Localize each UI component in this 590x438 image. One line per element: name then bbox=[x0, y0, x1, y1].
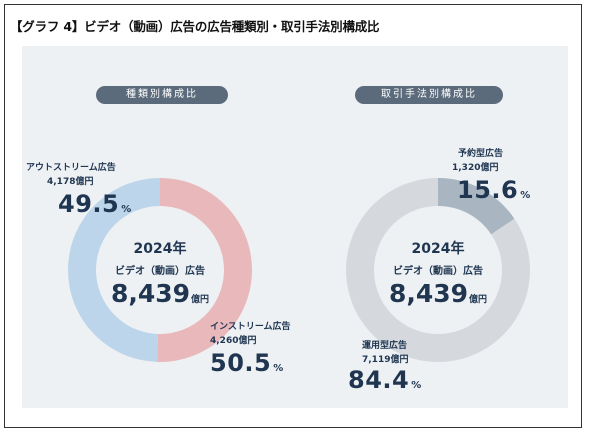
slice-pct-programmatic: 84.4% bbox=[348, 366, 422, 394]
center-label: ビデオ（動画）広告 bbox=[115, 266, 205, 277]
donut-slice-1 bbox=[346, 178, 530, 363]
chart2-title-pill: 取引手法別構成比 bbox=[355, 86, 503, 104]
center-year: 2024年 bbox=[133, 241, 187, 257]
slice-amount-reserved: 1,320億円 bbox=[452, 163, 499, 173]
slice-amount-programmatic: 7,119億円 bbox=[362, 355, 409, 365]
chart1-title-pill: 種類別構成比 bbox=[96, 86, 228, 104]
chart2-center: 2024年 ビデオ（動画）広告 8,439億円 bbox=[376, 238, 500, 308]
center-year: 2024年 bbox=[411, 241, 465, 257]
slice-pct-instream: 50.5% bbox=[210, 349, 284, 377]
slice-amount-instream: 4,260億円 bbox=[210, 336, 257, 346]
method-donut bbox=[346, 178, 530, 363]
chart1-center: 2024年 ビデオ（動画）広告 8,439億円 bbox=[98, 238, 222, 308]
donut-slice-0 bbox=[438, 178, 515, 235]
center-total: 8,439億円 bbox=[110, 279, 210, 308]
slice-pct-outstream: 49.5% bbox=[58, 190, 132, 218]
slice-label-programmatic: 運用型広告 bbox=[362, 341, 408, 351]
donut-slice-1 bbox=[68, 177, 160, 362]
chart-title: 【グラフ 4】ビデオ（動画）広告の広告種類別・取引手法別構成比 bbox=[10, 19, 380, 34]
slice-label-outstream: アウトストリーム広告 bbox=[26, 163, 116, 173]
slice-amount-outstream: 4,178億円 bbox=[47, 177, 94, 187]
type-donut bbox=[68, 177, 253, 363]
center-label: ビデオ（動画）広告 bbox=[393, 266, 483, 277]
slice-label-reserved: 予約型広告 bbox=[458, 149, 504, 159]
slice-pct-reserved: 15.6% bbox=[457, 176, 531, 204]
slice-label-instream: インストリーム広告 bbox=[210, 322, 291, 332]
center-total: 8,439億円 bbox=[388, 279, 488, 308]
donut-slice-0 bbox=[157, 178, 253, 363]
